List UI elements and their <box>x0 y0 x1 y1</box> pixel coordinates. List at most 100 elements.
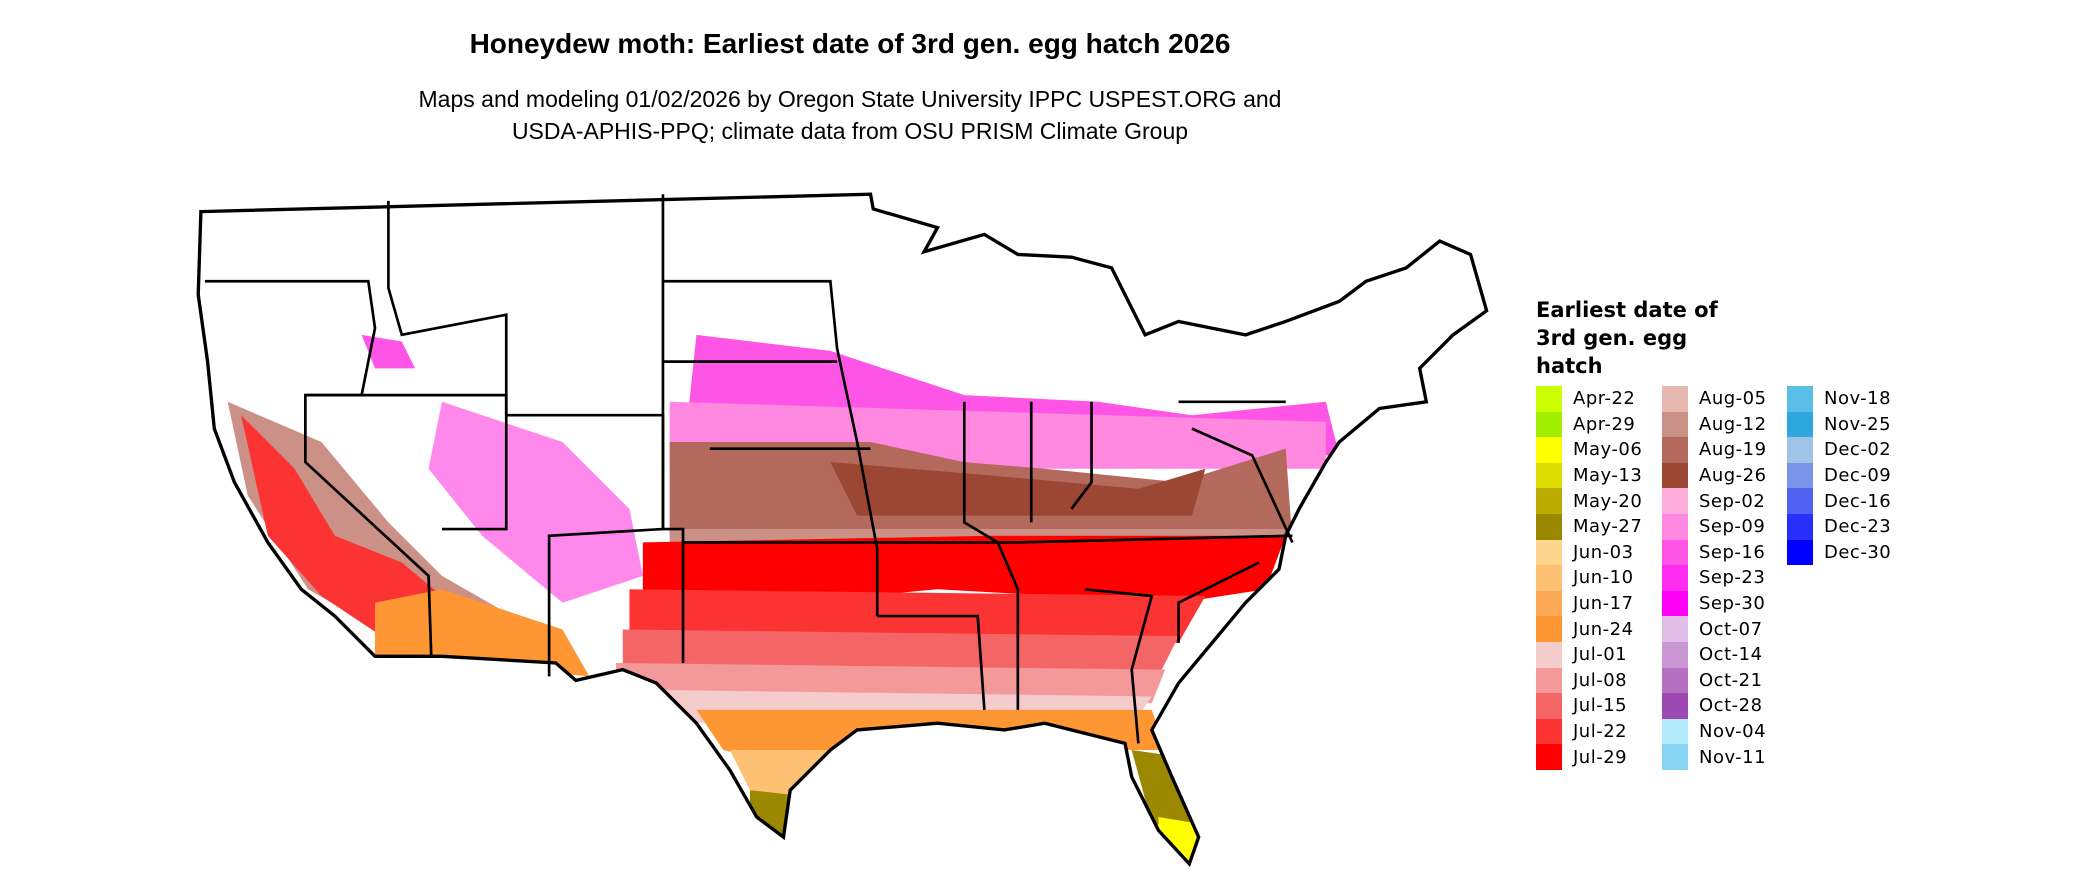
legend-swatch <box>1536 616 1562 642</box>
legend-swatch <box>1662 437 1688 463</box>
legend-swatch <box>1536 539 1562 566</box>
legend-swatch <box>1662 411 1688 438</box>
legend-swatch <box>1787 437 1813 463</box>
legend-item: Nov-04 <box>1662 718 1767 745</box>
legend-item: Aug-05 <box>1662 386 1767 412</box>
legend-swatch <box>1662 718 1688 745</box>
legend-column-1: Apr-22 Apr-29 May-06 May-13 May-20 May-27 Jun-… <box>1536 386 1642 770</box>
legend-swatch <box>1536 513 1562 540</box>
legend-swatch <box>1662 488 1688 514</box>
legend-swatch <box>1662 565 1688 591</box>
state-borders <box>204 194 1294 744</box>
legend-label: Apr-29 <box>1573 413 1636 435</box>
legend-label: Nov-11 <box>1699 746 1767 768</box>
legend-swatch <box>1787 386 1813 412</box>
map-title: Honeydew moth: Earliest date of 3rd gen.… <box>469 28 1231 59</box>
legend-item: Jul-15 <box>1536 693 1642 719</box>
legend-swatch <box>1536 437 1562 463</box>
legend-swatch <box>1536 744 1562 770</box>
hatch-date-shading <box>227 334 1340 864</box>
legend-swatch <box>1787 411 1813 438</box>
legend-item: Aug-26 <box>1662 462 1767 489</box>
legend-label: Oct-07 <box>1699 618 1763 640</box>
legend-item: Jul-01 <box>1536 641 1642 668</box>
legend-swatch <box>1536 386 1562 412</box>
legend-swatch <box>1662 386 1688 412</box>
legend-item: Aug-19 <box>1662 437 1767 463</box>
legend-label: Jun-24 <box>1573 618 1634 640</box>
legend-item: Oct-07 <box>1662 616 1767 642</box>
legend-label: Sep-23 <box>1699 567 1766 589</box>
legend-item: Jun-10 <box>1536 565 1642 591</box>
legend-item: Jul-08 <box>1536 667 1642 694</box>
legend-item: Nov-11 <box>1662 744 1767 770</box>
legend-swatch <box>1662 693 1688 719</box>
legend-swatch <box>1787 488 1813 514</box>
legend-label: Aug-19 <box>1699 439 1767 461</box>
legend-label: Jun-03 <box>1573 541 1634 563</box>
legend-label: Oct-14 <box>1699 644 1763 666</box>
legend-swatch <box>1662 667 1688 694</box>
legend-swatch <box>1662 462 1688 489</box>
legend-item: May-20 <box>1536 488 1642 514</box>
legend-label: Jun-17 <box>1573 593 1634 615</box>
legend-label: Dec-23 <box>1824 516 1892 538</box>
legend-label: Sep-16 <box>1699 541 1766 563</box>
legend-swatch <box>1662 539 1688 566</box>
legend-label: Oct-28 <box>1699 695 1763 717</box>
legend-label: Sep-02 <box>1699 490 1766 512</box>
legend-column-2: Aug-05 Aug-12 Aug-19 Aug-26 Sep-02 Sep-09 Sep-… <box>1662 386 1767 770</box>
legend-label: Nov-25 <box>1824 413 1892 435</box>
legend-item: Jun-24 <box>1536 616 1642 642</box>
legend-label: Dec-09 <box>1824 465 1892 487</box>
region-aug-dark <box>830 462 1206 516</box>
legend-item: Sep-02 <box>1662 488 1767 514</box>
legend-item: Jul-22 <box>1536 718 1642 745</box>
legend-label: Nov-04 <box>1699 721 1767 743</box>
legend-label: May-20 <box>1573 490 1643 512</box>
legend-item: Oct-21 <box>1662 667 1767 694</box>
legend-label: Dec-30 <box>1824 541 1892 563</box>
legend-swatch <box>1536 411 1562 438</box>
legend-item: May-27 <box>1536 513 1642 540</box>
legend-item: Sep-23 <box>1662 565 1767 591</box>
legend-item: Sep-16 <box>1662 539 1767 566</box>
legend-label: Jul-15 <box>1573 695 1628 717</box>
legend-label: Sep-30 <box>1699 593 1766 615</box>
legend-swatch <box>1536 462 1562 489</box>
legend-swatch <box>1787 462 1813 489</box>
legend-title: Earliest date of 3rd gen. egg hatch <box>1536 298 1718 378</box>
legend-item: Nov-25 <box>1787 411 1892 438</box>
legend-label: Aug-12 <box>1699 413 1767 435</box>
legend-swatch <box>1662 744 1688 770</box>
legend-item: Aug-12 <box>1662 411 1767 438</box>
legend-item: Apr-22 <box>1536 386 1642 412</box>
legend-item: Jun-17 <box>1536 590 1642 617</box>
legend-label: Nov-18 <box>1824 388 1892 410</box>
legend-swatch <box>1536 565 1562 591</box>
legend-label: Jul-01 <box>1573 644 1628 666</box>
legend-swatch <box>1536 667 1562 694</box>
legend-item: Sep-09 <box>1662 513 1767 540</box>
legend-item: Oct-28 <box>1662 693 1767 719</box>
legend-label: Jul-08 <box>1573 669 1628 691</box>
legend-swatch <box>1536 488 1562 514</box>
legend-label: Jul-29 <box>1573 746 1628 768</box>
legend-item: Dec-02 <box>1787 437 1891 463</box>
legend-item: Dec-23 <box>1787 513 1892 540</box>
map-subtitle-line1: Maps and modeling 01/02/2026 by Oregon S… <box>418 86 1282 112</box>
legend-swatch <box>1662 513 1688 540</box>
legend-item: May-13 <box>1536 462 1642 489</box>
region-jul-15 <box>622 629 1179 677</box>
region-nw-magenta <box>361 334 416 369</box>
legend-label: Sep-09 <box>1699 516 1766 538</box>
legend-swatch <box>1662 641 1688 668</box>
legend-swatch <box>1787 513 1813 540</box>
legend-label: Jun-10 <box>1573 567 1634 589</box>
legend-swatch <box>1536 693 1562 719</box>
legend-swatch <box>1536 641 1562 668</box>
legend-item: Dec-30 <box>1787 539 1892 566</box>
legend-item: Jul-29 <box>1536 744 1642 770</box>
legend-swatch <box>1662 590 1688 617</box>
